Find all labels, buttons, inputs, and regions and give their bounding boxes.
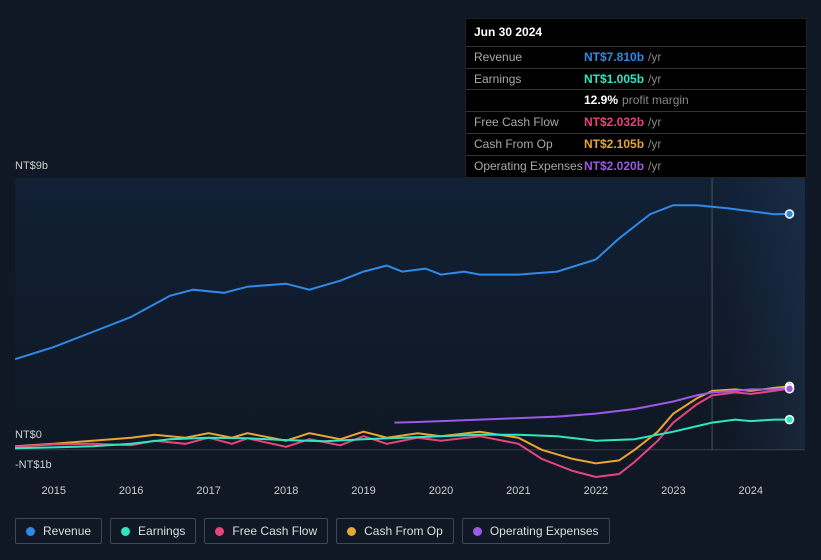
legend-label: Revenue — [43, 524, 91, 538]
tooltip-row: EarningsNT$1.005b/yr — [466, 69, 806, 91]
x-axis-label: 2017 — [196, 485, 220, 497]
legend-label: Cash From Op — [364, 524, 443, 538]
legend-label: Free Cash Flow — [232, 524, 317, 538]
series-end-dot-earnings — [786, 416, 794, 424]
chart-legend: Revenue Earnings Free Cash Flow Cash From O… — [15, 518, 610, 544]
tooltip-row-value: NT$2.105b — [584, 137, 644, 151]
series-end-dot-opex — [786, 385, 794, 393]
tooltip-row-value: NT$2.020b — [584, 159, 644, 173]
tooltip-row: 12.9% profit margin — [466, 90, 806, 112]
series-revenue — [15, 205, 790, 359]
x-axis-label: 2020 — [429, 485, 453, 497]
tooltip-row-label: Cash From Op — [474, 136, 584, 153]
tooltip-row-suffix: /yr — [648, 72, 661, 86]
legend-swatch — [347, 527, 356, 536]
legend-item-fcf[interactable]: Free Cash Flow — [204, 518, 328, 544]
legend-item-opex[interactable]: Operating Expenses — [462, 518, 610, 544]
tooltip-row-label: Earnings — [474, 71, 584, 88]
chart-svg — [15, 160, 805, 480]
x-axis-label: 2023 — [661, 485, 685, 497]
x-axis-label: 2024 — [739, 485, 763, 497]
tooltip-row-label — [474, 92, 584, 109]
x-axis-label: 2019 — [351, 485, 375, 497]
y-axis-label: -NT$1b — [15, 459, 52, 471]
tooltip-date: Jun 30 2024 — [466, 19, 806, 47]
tooltip-row-value: NT$2.032b — [584, 115, 644, 129]
x-axis-label: 2015 — [41, 485, 65, 497]
legend-label: Operating Expenses — [490, 524, 599, 538]
tooltip-row-value: NT$7.810b — [584, 50, 644, 64]
x-axis-label: 2021 — [506, 485, 530, 497]
tooltip-row-suffix: /yr — [648, 159, 661, 173]
x-axis-label: 2016 — [119, 485, 143, 497]
tooltip-row-suffix: /yr — [648, 50, 661, 64]
tooltip-row-label: Operating Expenses — [474, 158, 584, 175]
y-axis-label: NT$9b — [15, 160, 48, 172]
legend-item-cashop[interactable]: Cash From Op — [336, 518, 454, 544]
legend-swatch — [26, 527, 35, 536]
legend-item-revenue[interactable]: Revenue — [15, 518, 102, 544]
tooltip-row: Free Cash FlowNT$2.032b/yr — [466, 112, 806, 134]
tooltip-row: RevenueNT$7.810b/yr — [466, 47, 806, 69]
x-axis-label: 2022 — [584, 485, 608, 497]
tooltip-row: Operating ExpensesNT$2.020b/yr — [466, 156, 806, 177]
tooltip-row-suffix: profit margin — [622, 93, 689, 107]
x-axis-label: 2018 — [274, 485, 298, 497]
tooltip-row-value: 12.9% — [584, 93, 618, 107]
legend-swatch — [215, 527, 224, 536]
tooltip-row-label: Free Cash Flow — [474, 114, 584, 131]
financials-chart[interactable]: NT$9bNT$0-NT$1b2015201620172018201920202… — [15, 160, 805, 480]
series-cashop — [15, 386, 790, 463]
tooltip-row-label: Revenue — [474, 49, 584, 66]
tooltip-row-suffix: /yr — [648, 137, 661, 151]
legend-swatch — [121, 527, 130, 536]
y-axis-label: NT$0 — [15, 429, 42, 441]
tooltip-row-value: NT$1.005b — [584, 72, 644, 86]
legend-swatch — [473, 527, 482, 536]
legend-label: Earnings — [138, 524, 185, 538]
tooltip-row: Cash From OpNT$2.105b/yr — [466, 134, 806, 156]
chart-tooltip: Jun 30 2024RevenueNT$7.810b/yrEarningsNT… — [465, 18, 807, 178]
tooltip-row-suffix: /yr — [648, 115, 661, 129]
legend-item-earnings[interactable]: Earnings — [110, 518, 196, 544]
series-end-dot-revenue — [786, 210, 794, 218]
